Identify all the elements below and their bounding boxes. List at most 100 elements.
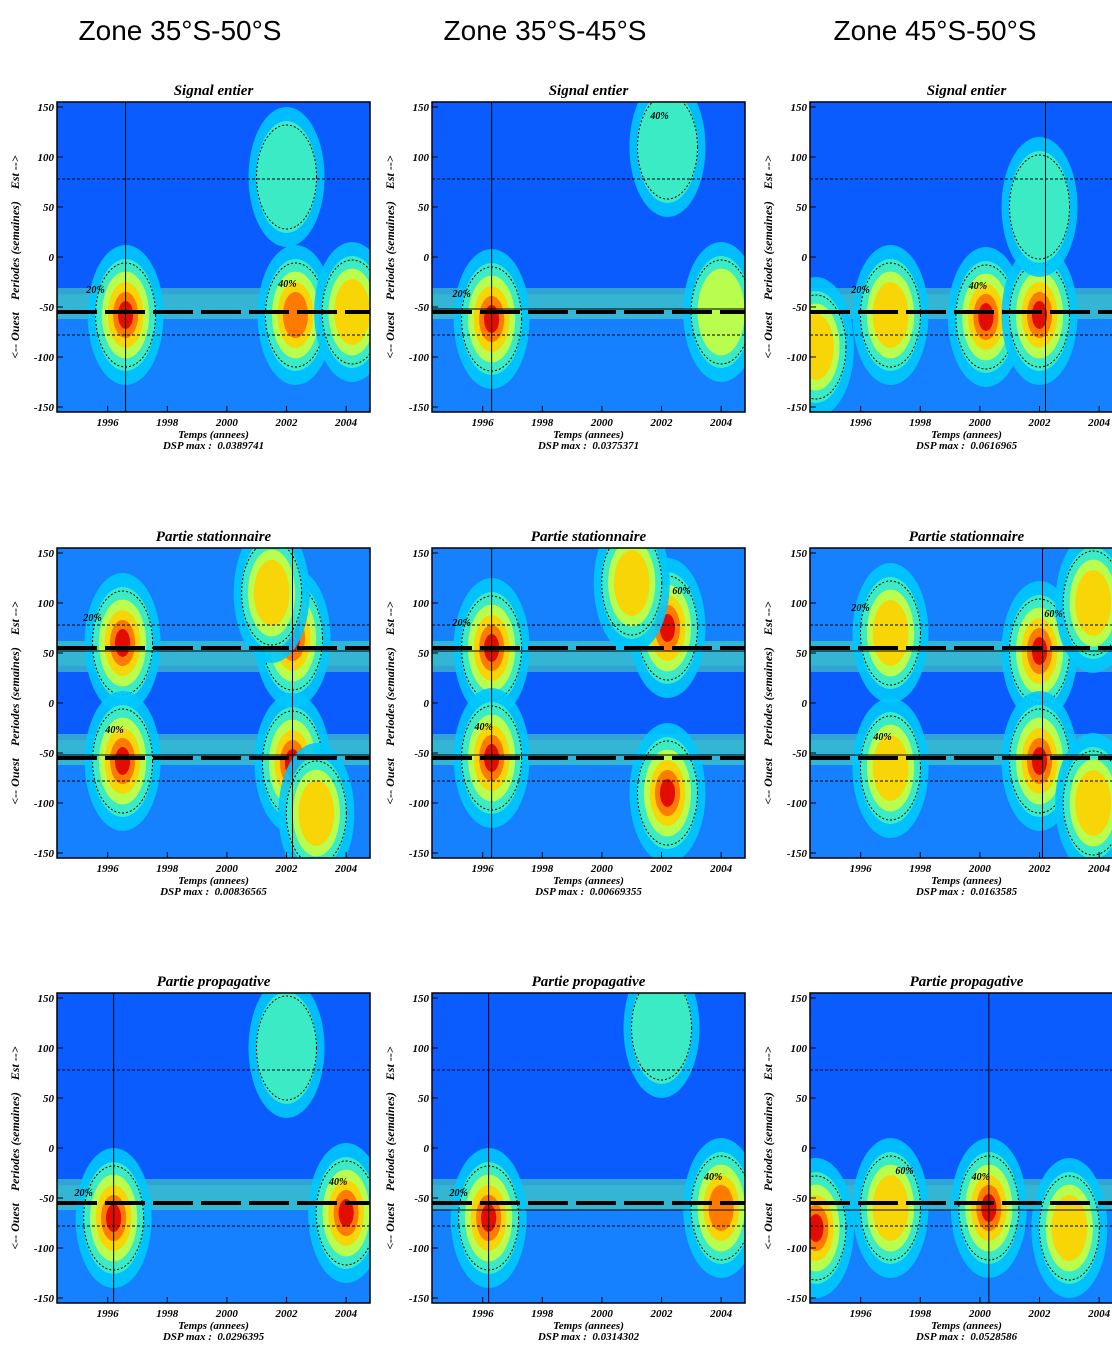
- hotspot: [338, 1199, 354, 1227]
- contour: [1062, 750, 1112, 856]
- y-axis-label: <-- Ouest Periodes (semaines) Est -->: [8, 155, 22, 358]
- contour: [690, 1155, 745, 1261]
- plot-area: 20%40%60%: [810, 993, 1112, 1303]
- column-header: Zone 45°S-50°S: [834, 15, 1037, 46]
- hotspot: [637, 102, 698, 203]
- x-tick-label: 1998: [156, 863, 179, 875]
- x-tick-label: 1998: [156, 1308, 179, 1320]
- y-tick-label: 100: [791, 1043, 808, 1055]
- x-tick-label: 1996: [850, 863, 873, 875]
- hotspot: [810, 1214, 824, 1242]
- hotspot: [978, 303, 994, 331]
- contour: [810, 294, 847, 400]
- x-tick-label: 2004: [1087, 863, 1111, 875]
- x-axis-label: Temps (annees): [178, 1320, 249, 1332]
- y-tick-label: 150: [791, 993, 808, 1005]
- y-tick-label: 0: [802, 1143, 808, 1155]
- y-axis-label: <-- Ouest Periodes (semaines) Est -->: [8, 601, 22, 804]
- y-tick-label: 100: [413, 152, 430, 164]
- y-tick-label: -100: [409, 798, 430, 810]
- contour: [631, 993, 693, 1081]
- x-axis-label: Temps (annees): [553, 429, 624, 441]
- y-tick-label: -50: [39, 1193, 54, 1205]
- y-tick-label: 0: [424, 1143, 430, 1155]
- panel: 20% 40% 1996 1998 2000 2002 2004 -150 -100 -50 0 50…: [8, 974, 371, 1343]
- dsp-max: DSP max : 0.00836565: [159, 886, 267, 898]
- y-tick-label: 150: [413, 993, 430, 1005]
- contour-label: 40%: [104, 725, 123, 736]
- y-tick-label: -50: [39, 302, 54, 314]
- contour: [637, 102, 698, 200]
- panel: 20% 40% 1996 1998 2000 2002 2004 -150 -100 -50 0 50…: [383, 83, 746, 452]
- hotspot: [298, 780, 335, 846]
- y-tick-label: -150: [787, 1293, 808, 1305]
- y-axis-label: <-- Ouest Periodes (semaines) Est -->: [383, 1046, 397, 1249]
- hotspot: [1075, 570, 1112, 636]
- y-tick-label: 150: [38, 548, 55, 560]
- y-tick-label: -100: [787, 798, 808, 810]
- y-tick-label: -150: [34, 402, 55, 414]
- contour-label: 20%: [82, 613, 101, 624]
- column-header: Zone 35°S-50°S: [79, 15, 282, 46]
- hotspot: [872, 735, 909, 801]
- y-tick-label: 50: [796, 648, 808, 660]
- contour-label: 20%: [451, 289, 470, 300]
- x-tick-label: 2002: [650, 863, 674, 875]
- plot-area: 20% 40%: [432, 993, 745, 1303]
- contour: [321, 259, 370, 365]
- y-tick-label: 0: [424, 252, 430, 264]
- y-tick-label: -50: [414, 302, 429, 314]
- panel-title: Partie stationnaire: [909, 529, 1025, 545]
- panel: 20% 40% 60% 1996 1998 2000 2002 2004 -150 -100 -50…: [383, 529, 746, 898]
- contour: [315, 1160, 370, 1266]
- x-axis-label: Temps (annees): [178, 875, 249, 887]
- x-tick-label: 2002: [650, 417, 674, 429]
- contour-label: 60%: [895, 1166, 913, 1177]
- y-tick-label: 0: [424, 698, 430, 710]
- y-tick-label: 0: [49, 1143, 55, 1155]
- x-tick-label: 1998: [909, 1308, 932, 1320]
- y-axis-label: <-- Ouest Periodes (semaines) Est -->: [8, 1046, 22, 1249]
- x-tick-label: 2000: [215, 417, 239, 429]
- x-tick-label: 2000: [968, 417, 992, 429]
- y-tick-label: -150: [409, 848, 430, 860]
- x-tick-label: 2002: [275, 417, 299, 429]
- contour: [859, 715, 921, 821]
- panel-title: Signal entier: [927, 83, 1007, 99]
- y-tick-label: 150: [38, 102, 55, 114]
- x-tick-label: 1998: [156, 417, 179, 429]
- panel: 20% 40% 1996 1998 2000 2002 2004 -150 -100 -50 0 50…: [8, 529, 371, 898]
- y-tick-label: 150: [413, 102, 430, 114]
- contour-label: 60%: [672, 586, 690, 597]
- contour-label: 40%: [473, 722, 492, 733]
- y-tick-label: 100: [413, 1043, 430, 1055]
- y-axis-label: <-- Ouest Periodes (semaines) Est -->: [383, 155, 397, 358]
- y-tick-label: 0: [49, 252, 55, 264]
- y-tick-label: 100: [38, 1043, 55, 1055]
- contour-label: 40%: [872, 732, 891, 743]
- panel: 20% 40% 1996 1998 2000 2002 2004 -150 -100 -50 0 50…: [8, 83, 371, 452]
- x-tick-label: 1998: [909, 417, 932, 429]
- x-tick-label: 2000: [590, 417, 614, 429]
- contour: [859, 580, 921, 686]
- hotspot: [1051, 1195, 1088, 1261]
- hotspot: [1075, 770, 1112, 836]
- y-tick-label: 100: [791, 598, 808, 610]
- contour-label: 20%: [85, 285, 104, 296]
- contour: [690, 259, 745, 365]
- x-tick-label: 2002: [1028, 863, 1052, 875]
- contour-label: 40%: [277, 279, 296, 290]
- hotspot: [872, 600, 909, 666]
- y-tick-label: -100: [34, 1243, 55, 1255]
- y-tick-label: 50: [796, 202, 808, 214]
- y-tick-label: -150: [409, 1293, 430, 1305]
- y-tick-label: -150: [787, 848, 808, 860]
- x-tick-label: 2000: [968, 863, 992, 875]
- y-tick-label: 50: [43, 1093, 55, 1105]
- x-axis-label: Temps (annees): [931, 429, 1002, 441]
- panel-title: Signal entier: [549, 83, 629, 99]
- x-tick-label: 2000: [215, 1308, 239, 1320]
- plot-area: 20% 40%: [432, 102, 745, 412]
- hotspot: [659, 614, 676, 642]
